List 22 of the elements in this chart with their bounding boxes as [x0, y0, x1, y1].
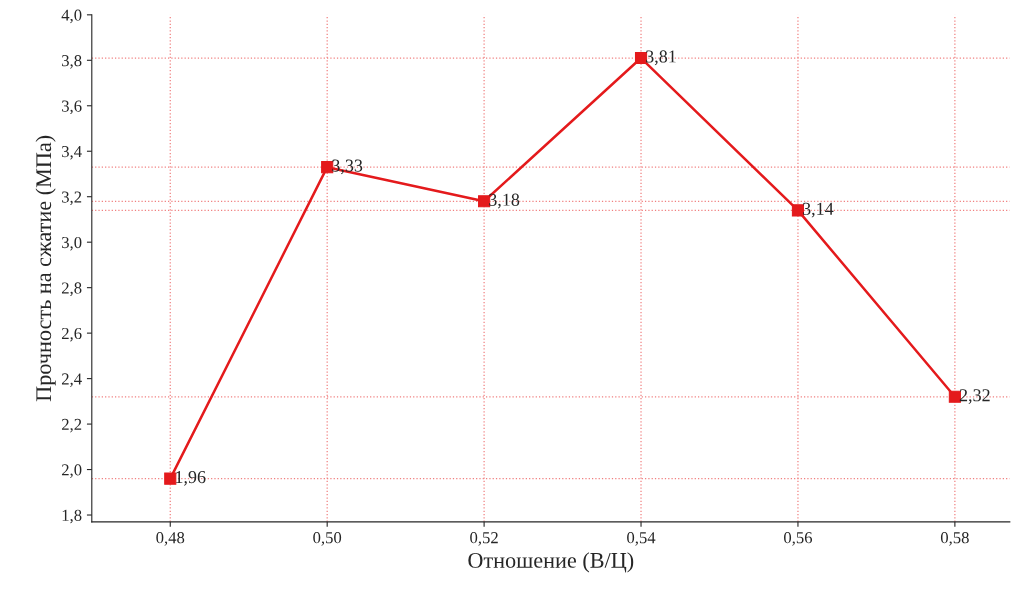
y-tick-label: 2,6: [61, 327, 82, 342]
x-tick-label: 0,48: [156, 532, 185, 546]
y-tick-label: 3,0: [62, 236, 82, 251]
y-tick-label: 3,4: [62, 145, 82, 160]
y-tick-label: 3,8: [62, 55, 82, 69]
y-tick-label: 1,8: [62, 509, 82, 524]
point: [164, 472, 177, 485]
x-tick-label: 0,54: [627, 532, 656, 546]
x-tick-label: 0,58: [940, 532, 969, 546]
y-tick-label: 2,4: [61, 373, 82, 387]
x-tick-label: 0,52: [470, 532, 498, 546]
y-tick-label: 4,0: [61, 9, 82, 24]
x-tick-label: 0,56: [784, 532, 813, 546]
y-tick-label: 3,2: [62, 191, 82, 206]
x-tick-label: 0,50: [313, 532, 342, 546]
y-tick-label: 2,0: [61, 464, 82, 478]
x-axis-title: Отношение (В/Ц): [468, 552, 634, 573]
y-axis-title: Прочность на сжатие (МПа): [35, 135, 56, 402]
y-tick-label: 3,6: [62, 100, 82, 115]
y-tick-label: 2,2: [61, 418, 82, 433]
y-tick-label: 2,8: [61, 282, 82, 296]
data-label: 1,96: [176, 471, 206, 486]
